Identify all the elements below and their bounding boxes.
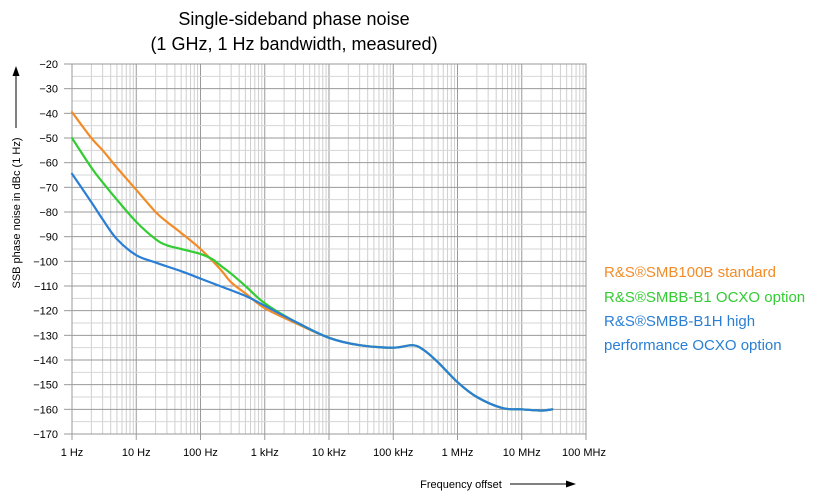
x-tick-label: 100 kHz (373, 447, 413, 459)
x-tick-label: 10 kHz (312, 447, 346, 459)
x-tick-labels: 1 Hz 10 Hz 100 Hz 1 kHz 10 kHz 100 kHz 1 MHz 10… (61, 434, 606, 459)
legend-item-smbb-b1: R&S®SMBB-B1 OCXO option (604, 289, 805, 306)
legend-item-smbb-b1h: R&S®SMBB-B1H high performance OCXO optio… (604, 313, 782, 354)
y-tick-label: −100 (33, 256, 58, 268)
chart-title: Single-sideband phase noise (178, 9, 409, 29)
y-tick-label: −30 (39, 84, 58, 96)
legend: R&S®SMB100B standard R&S®SMBB-B1 OCXO op… (604, 264, 805, 354)
y-tick-label: −70 (39, 182, 58, 194)
x-axis-arrowhead (566, 480, 576, 488)
series-line-1 (70, 136, 554, 412)
y-tick-label: −130 (33, 330, 58, 342)
y-tick-label: −150 (33, 380, 58, 392)
y-tick-label: −60 (39, 158, 58, 170)
x-tick-label: 1 Hz (61, 447, 84, 459)
x-tick-label: 1 kHz (251, 447, 279, 459)
x-tick-label: 100 Hz (183, 447, 218, 459)
series-line-2 (70, 172, 554, 412)
x-tick-label: 100 MHz (562, 447, 606, 459)
y-tick-label: −20 (39, 59, 58, 71)
y-tick-label: −40 (39, 108, 58, 120)
y-tick-label: −80 (39, 207, 58, 219)
y-axis-arrowhead (12, 66, 20, 76)
y-axis-label: SSB phase noise in dBc (1 Hz) (11, 137, 23, 288)
legend-item-smbb-b1h-line2: performance OCXO option (604, 337, 782, 354)
y-tick-label: −140 (33, 355, 58, 367)
y-tick-label: −90 (39, 232, 58, 244)
y-tick-label: −50 (39, 133, 58, 145)
x-tick-label: 10 Hz (122, 447, 151, 459)
y-tick-label: −160 (33, 404, 58, 416)
chart-subtitle: (1 GHz, 1 Hz bandwidth, measured) (150, 34, 437, 54)
y-tick-label: −170 (33, 429, 58, 441)
legend-item-smbb-b1h-line1: R&S®SMBB-B1H high (604, 313, 755, 330)
x-tick-label: 10 MHz (503, 447, 541, 459)
legend-item-smb100b: R&S®SMB100B standard (604, 264, 776, 281)
y-tick-labels: −20 −30 −40 −50 −60 −70 −80 −90 −100 −110 −120 −130… (33, 59, 72, 441)
series-lines (70, 111, 554, 412)
y-tick-label: −110 (34, 281, 58, 293)
x-tick-label: 1 MHz (442, 447, 474, 459)
x-axis-label: Frequency offset (420, 479, 502, 491)
y-tick-label: −120 (33, 306, 58, 318)
grid-lines (71, 63, 586, 435)
